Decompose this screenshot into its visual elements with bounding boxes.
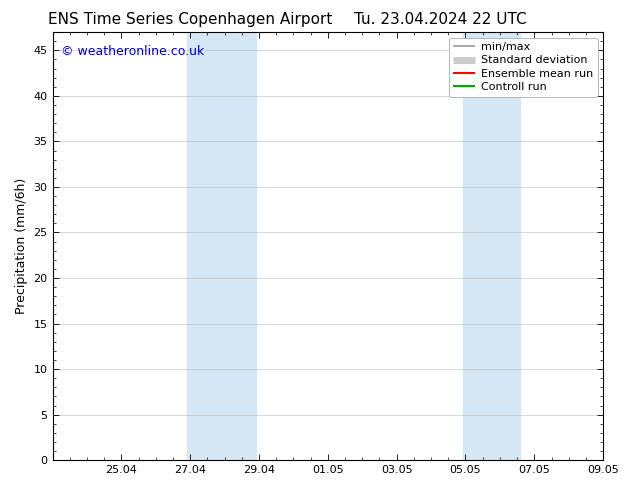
Text: © weatheronline.co.uk: © weatheronline.co.uk [61, 45, 204, 58]
Text: Tu. 23.04.2024 22 UTC: Tu. 23.04.2024 22 UTC [354, 12, 527, 27]
Y-axis label: Precipitation (mm/6h): Precipitation (mm/6h) [15, 178, 28, 314]
Legend: min/max, Standard deviation, Ensemble mean run, Controll run: min/max, Standard deviation, Ensemble me… [449, 38, 598, 97]
Text: ENS Time Series Copenhagen Airport: ENS Time Series Copenhagen Airport [48, 12, 332, 27]
Bar [463, 32, 520, 460]
Bar [187, 32, 256, 460]
